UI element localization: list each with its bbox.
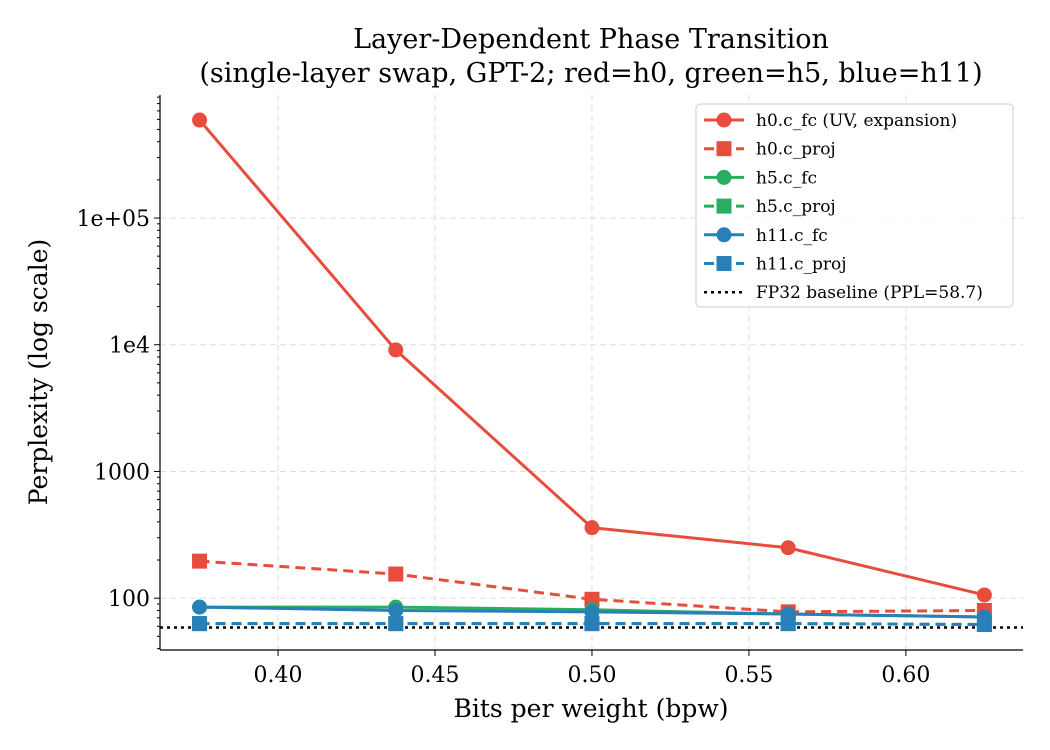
data-point-0-1 (388, 342, 404, 358)
plot-area (160, 112, 1023, 632)
legend-label: h0.c_proj (756, 140, 836, 160)
data-point-1-0 (192, 553, 208, 569)
legend-marker (716, 112, 732, 128)
series-line-1 (199, 559, 985, 614)
x-tick-label: 0.50 (567, 663, 616, 688)
legend-marker (716, 227, 732, 243)
legend-label: h5.c_fc (756, 168, 817, 188)
data-point-0-0 (192, 112, 208, 128)
chart-title: Layer-Dependent Phase Transition (353, 24, 829, 55)
data-point-0-2 (584, 520, 600, 536)
y-axis-label: Perplexity (log scale) (24, 239, 53, 505)
data-point-1-2 (584, 591, 600, 607)
legend-marker (716, 256, 732, 271)
x-axis-label: Bits per weight (bpw) (453, 694, 728, 723)
y-tick-label: 1e4 (109, 334, 150, 359)
data-point-0-4 (976, 587, 992, 603)
data-point-5-0 (192, 616, 208, 632)
legend: h0.c_fc (UV, expansion) h0.c_proj h5.c_fch… (695, 103, 1014, 308)
data-point-4-1 (388, 602, 404, 618)
chart-subtitle: (single-layer swap, GPT-2; red=h0, green… (199, 58, 982, 89)
data-point-5-2 (584, 616, 600, 632)
x-tick-label: 0.40 (254, 663, 303, 688)
data-point-4-0 (192, 599, 208, 615)
data-point-0-3 (780, 540, 796, 556)
legend-marker (716, 141, 732, 157)
data-point-4-2 (584, 604, 600, 620)
y-tick-label: 1e+05 (77, 207, 150, 232)
legend-label: FP32 baseline (PPL=58.7) (756, 283, 983, 303)
legend-marker (716, 169, 732, 185)
y-tick-label: 1000 (94, 460, 150, 485)
legend-box (695, 103, 1014, 308)
data-point-5-4 (976, 616, 992, 632)
x-tick-label: 0.45 (411, 663, 460, 688)
data-point-5-3 (780, 616, 796, 632)
y-tick-label: 100 (108, 587, 150, 612)
legend-marker (716, 198, 732, 214)
x-tick-label: 0.60 (881, 663, 930, 688)
legend-label: h5.c_proj (756, 197, 836, 217)
legend-label: h0.c_fc (UV, expansion) (756, 111, 957, 131)
x-tick-label: 0.55 (724, 663, 773, 688)
data-point-1-1 (388, 566, 404, 582)
legend-label: h11.c_fc (756, 226, 828, 246)
axes: 0.40 0.45 0.50 0.55 0.60 100 1000 1e4 1e+05 (77, 95, 1023, 688)
data-point-5-1 (388, 616, 404, 632)
legend-label: h11.c_proj (756, 255, 847, 275)
